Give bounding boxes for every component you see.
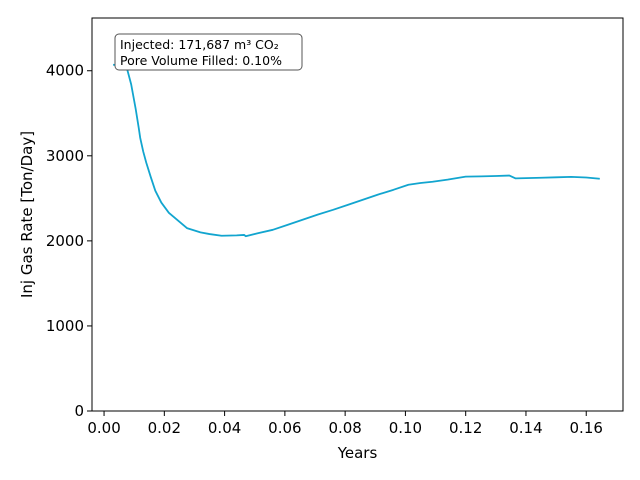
annotation-frame [114,33,303,71]
x-tick-label: 0.02 [148,419,181,437]
x-tick-label: 0.06 [268,419,301,437]
annotation-box: Injected: 171,687 m³ CO₂ Pore Volume Fil… [114,33,303,71]
y-tick-label: 3000 [46,147,84,165]
x-tick-label: 0.16 [570,419,603,437]
annotation-line-injected: Injected: 171,687 m³ CO₂ [120,37,279,52]
x-axis-label: Years [337,444,378,462]
y-tick-label: 4000 [46,62,84,80]
x-tick-label: 0.12 [449,419,482,437]
y-tick-label: 2000 [46,232,84,250]
annotation-line-pore-volume: Pore Volume Filled: 0.10% [120,53,282,68]
plot-background [92,18,623,411]
x-tick-label: 0.14 [509,419,542,437]
x-tick-label: 0.00 [87,419,120,437]
series-line [113,63,600,238]
plot-frame [91,17,624,412]
y-axis: 0 1000 2000 3000 4000 [46,62,92,420]
x-tick-label: 0.08 [328,419,361,437]
y-tick-label: 0 [74,402,84,420]
x-tick-label: 0.10 [389,419,422,437]
x-tick-label: 0.04 [208,419,241,437]
plot-area [92,18,623,411]
y-axis-label: Inj Gas Rate [Ton/Day] [18,131,36,298]
x-axis: 0.00 0.02 0.04 0.06 0.08 0.10 0.12 0.14 0.16 [87,411,603,437]
y-tick-label: 1000 [46,317,84,335]
